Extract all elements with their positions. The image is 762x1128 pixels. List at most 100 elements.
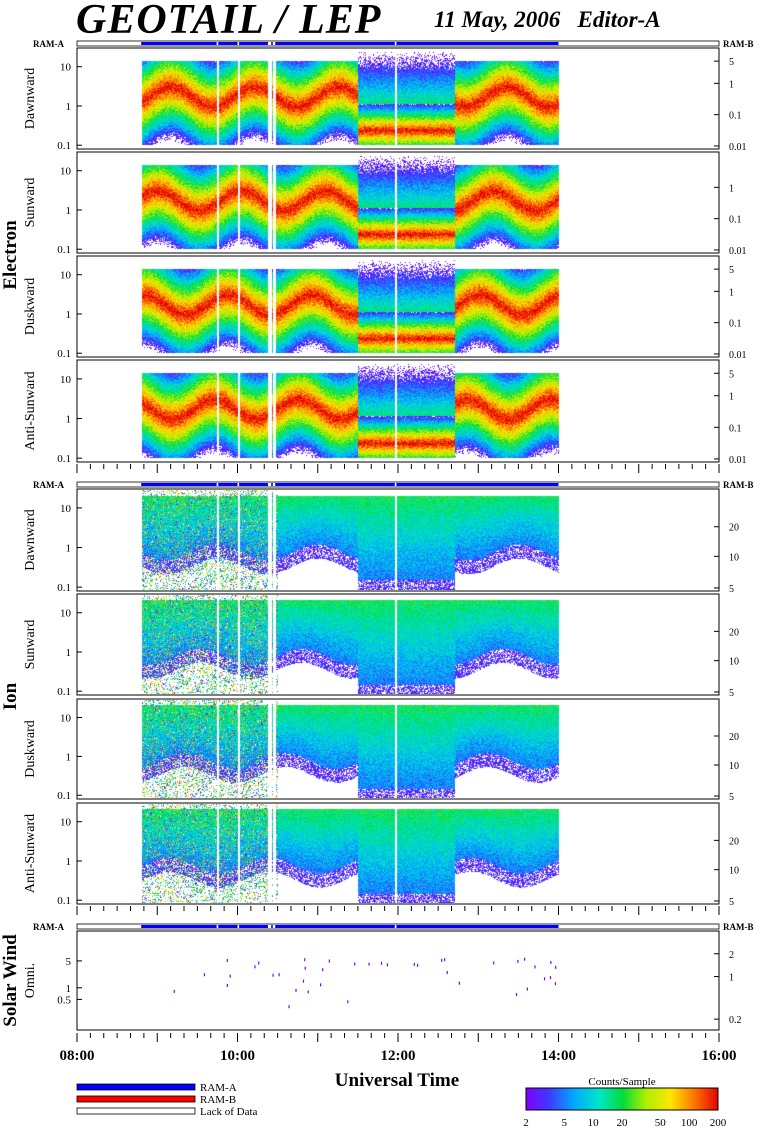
data-point (441, 958, 443, 962)
colorbar-cell (634, 1088, 636, 1110)
y-tick-label: 0.1 (57, 453, 71, 465)
colorbar-cell (695, 1088, 697, 1110)
colorbar-cell (656, 1088, 658, 1110)
colorbar-cell (566, 1088, 568, 1110)
colorbar-cell (601, 1088, 603, 1110)
y-tick-label: 0.1 (57, 244, 71, 256)
colorbar-cell (527, 1088, 529, 1110)
colorbar-cell (538, 1088, 540, 1110)
ram-a-label: RAM-A (33, 480, 64, 490)
right-tick-label: 5 (729, 688, 734, 699)
colorbar-cell (680, 1088, 682, 1110)
colorbar-cell (630, 1088, 632, 1110)
right-tick-label: 0.1 (729, 215, 742, 226)
colorbar-cell (612, 1088, 614, 1110)
colorbar-cell (618, 1088, 620, 1110)
colorbar-cell (603, 1088, 605, 1110)
colorbar-cell (562, 1088, 564, 1110)
colorbar-cell (539, 1088, 541, 1110)
ram-a-segment (141, 925, 217, 928)
colorbar-cell (586, 1088, 588, 1110)
ram-a-segment (275, 483, 395, 486)
colorbar-cell (655, 1088, 657, 1110)
ram-a-segment (218, 483, 238, 486)
x-axis-label: Universal Time (335, 1070, 459, 1091)
colorbar-cell (595, 1088, 597, 1110)
colorbar-cell (659, 1088, 661, 1110)
colorbar-cell (606, 1088, 608, 1110)
colorbar-cell (684, 1088, 686, 1110)
colorbar-cell (636, 1088, 638, 1110)
data-point (229, 974, 231, 978)
colorbar-cell (563, 1088, 565, 1110)
colorbar-cell (581, 1088, 583, 1110)
ram-a-segment (275, 42, 395, 45)
colorbar-cell (683, 1088, 685, 1110)
colorbar-cell (632, 1088, 634, 1110)
right-tick-label: 0.1 (729, 423, 742, 434)
group-label: Ion (0, 682, 21, 710)
colorbar-cell (715, 1088, 717, 1110)
colorbar-cell (640, 1088, 642, 1110)
colorbar-cell (572, 1088, 574, 1110)
right-tick-label: 1 (729, 183, 734, 194)
colorbar-cell (638, 1088, 640, 1110)
colorbar-cell (641, 1088, 643, 1110)
colorbar-cell (690, 1088, 692, 1110)
colorbar-cell (629, 1088, 631, 1110)
right-tick-label: 0.1 (729, 319, 742, 330)
panel-label: Anti-Sunward (23, 814, 38, 893)
colorbar-cell (648, 1088, 650, 1110)
colorbar-cell (713, 1088, 715, 1110)
colorbar-cell (600, 1088, 602, 1110)
colorbar-cell (619, 1088, 621, 1110)
y-tick-label: 0.5 (57, 994, 71, 1006)
data-point (368, 962, 370, 966)
y-tick-label: 0.1 (57, 140, 71, 152)
colorbar-cell (605, 1088, 607, 1110)
colorbar-cell (686, 1088, 688, 1110)
y-tick-label: 1 (66, 543, 72, 555)
y-tick-label: 1 (66, 983, 72, 995)
spectrogram-image (78, 153, 718, 252)
right-tick-label: 20 (729, 627, 739, 638)
colorbar-cell (698, 1088, 700, 1110)
colorbar-cell (604, 1088, 606, 1110)
ram-a-segment (218, 925, 238, 928)
colorbar-cell (543, 1088, 545, 1110)
data-point (328, 959, 330, 963)
right-tick-label: 20 (729, 732, 739, 743)
colorbar-cell (532, 1088, 534, 1110)
ram-a-segment (396, 483, 559, 486)
colorbar-cell (559, 1088, 561, 1110)
colorbar-cell (637, 1088, 639, 1110)
data-point (354, 962, 356, 966)
colorbar-cell (665, 1088, 667, 1110)
data-point (550, 961, 552, 965)
panel-label: Duskward (23, 278, 38, 336)
colorbar-cell (666, 1088, 668, 1110)
y-tick-label: 0.1 (57, 790, 71, 802)
data-point (386, 963, 389, 967)
colorbar-cell (675, 1088, 677, 1110)
colorbar-cell (611, 1088, 613, 1110)
colorbar-cell (650, 1088, 652, 1110)
spectrogram-image (78, 361, 718, 461)
colorbar-cell (613, 1088, 615, 1110)
y-tick-label: 1 (66, 309, 72, 321)
colorbar-cell (582, 1088, 584, 1110)
legend-label: RAM-A (200, 1082, 237, 1094)
y-tick-label: 1 (66, 751, 72, 763)
legend-label: RAM-B (200, 1094, 236, 1106)
right-tick-label: 0.01 (729, 455, 747, 466)
ram-a-segment (141, 42, 217, 45)
colorbar-cell (571, 1088, 573, 1110)
colorbar-cell (674, 1088, 676, 1110)
colorbar-cell (614, 1088, 616, 1110)
colorbar-cell (564, 1088, 566, 1110)
ram-a-segment (271, 925, 273, 928)
right-tick-label: 5 (729, 792, 734, 803)
colorbar-cell (534, 1088, 536, 1110)
data-point (304, 966, 306, 970)
colorbar-cell (594, 1088, 596, 1110)
